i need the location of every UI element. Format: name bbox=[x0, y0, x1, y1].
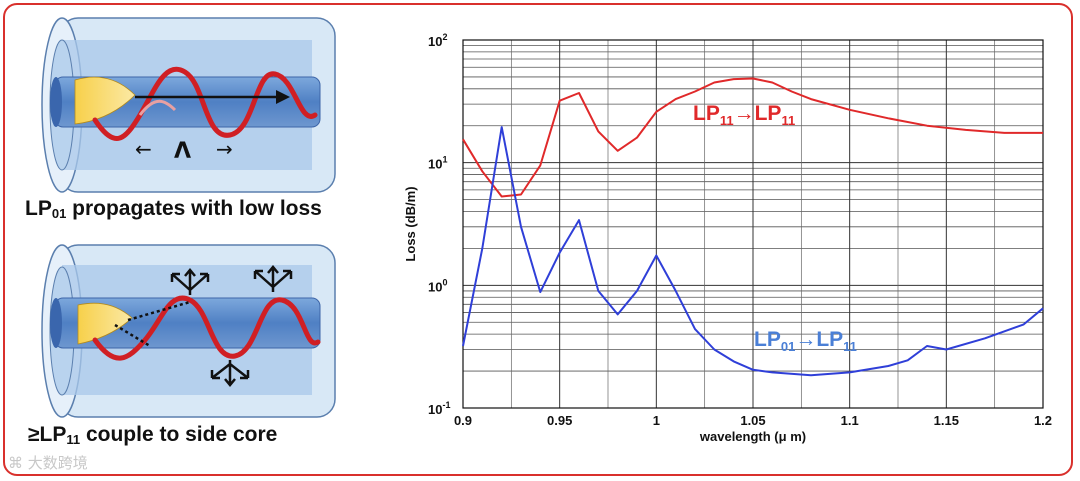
x-tick-label: 1.15 bbox=[934, 413, 959, 428]
series-label-lp11-lp11: LP11→LP11 bbox=[693, 102, 795, 128]
x-tick-label: 1.2 bbox=[1034, 413, 1052, 428]
period-left-arrow: ← bbox=[135, 137, 152, 161]
x-tick-label: 1.05 bbox=[740, 413, 765, 428]
caption-lp01: LP01 propagates with low loss bbox=[25, 197, 322, 221]
radiation-arrows-3 bbox=[210, 360, 250, 387]
x-tick-label: 1 bbox=[653, 413, 660, 428]
coupling-path-1 bbox=[127, 300, 191, 322]
y-tick-labels: 10-1 100 101 102 bbox=[428, 32, 450, 417]
y-tick-label: 100 bbox=[428, 277, 447, 294]
x-axis-label: wavelength (μ m) bbox=[699, 429, 806, 444]
y-tick-label: 10-1 bbox=[428, 400, 450, 417]
fiber-diagram-top: ← Λ → bbox=[41, 17, 336, 193]
lp11-mode-profile bbox=[77, 302, 133, 345]
helical-core-front bbox=[92, 295, 321, 361]
x-tick-label: 1.1 bbox=[841, 413, 859, 428]
caption-lp11: ≥LP11 couple to side core bbox=[28, 423, 278, 447]
coupling-path-2 bbox=[114, 323, 151, 348]
lp01-mode-profile bbox=[74, 76, 136, 125]
series-lines bbox=[462, 77, 1044, 377]
fiber-diagram-bottom bbox=[41, 244, 336, 418]
period-lambda-label: Λ bbox=[174, 139, 191, 164]
propagation-arrowhead bbox=[276, 90, 290, 104]
red-rounded-frame bbox=[3, 3, 1073, 476]
helical-core-front bbox=[92, 66, 318, 141]
watermark: ⌘ 大数跨境 bbox=[8, 454, 88, 472]
chart-grid bbox=[462, 40, 1044, 409]
series-line-lp11-lp11 bbox=[462, 77, 1043, 198]
radiation-arrows-1 bbox=[170, 268, 210, 295]
y-axis-label: Loss (dB/m) bbox=[403, 186, 418, 261]
y-tick-label: 102 bbox=[428, 32, 447, 49]
fiber-illustrations: ← Λ → bbox=[41, 17, 336, 418]
radiation-arrows-2 bbox=[253, 265, 293, 292]
period-right-arrow: → bbox=[216, 137, 233, 161]
x-tick-label: 0.95 bbox=[547, 413, 572, 428]
series-line-lp01-lp11 bbox=[462, 126, 1044, 377]
plot-area-border bbox=[462, 39, 1044, 409]
y-tick-label: 101 bbox=[428, 155, 447, 172]
series-label-lp01-lp11: LP01→LP11 bbox=[754, 328, 857, 354]
x-tick-labels: 0.9 0.95 1 1.05 1.1 1.15 1.2 bbox=[454, 413, 1052, 428]
x-tick-label: 0.9 bbox=[454, 413, 472, 428]
